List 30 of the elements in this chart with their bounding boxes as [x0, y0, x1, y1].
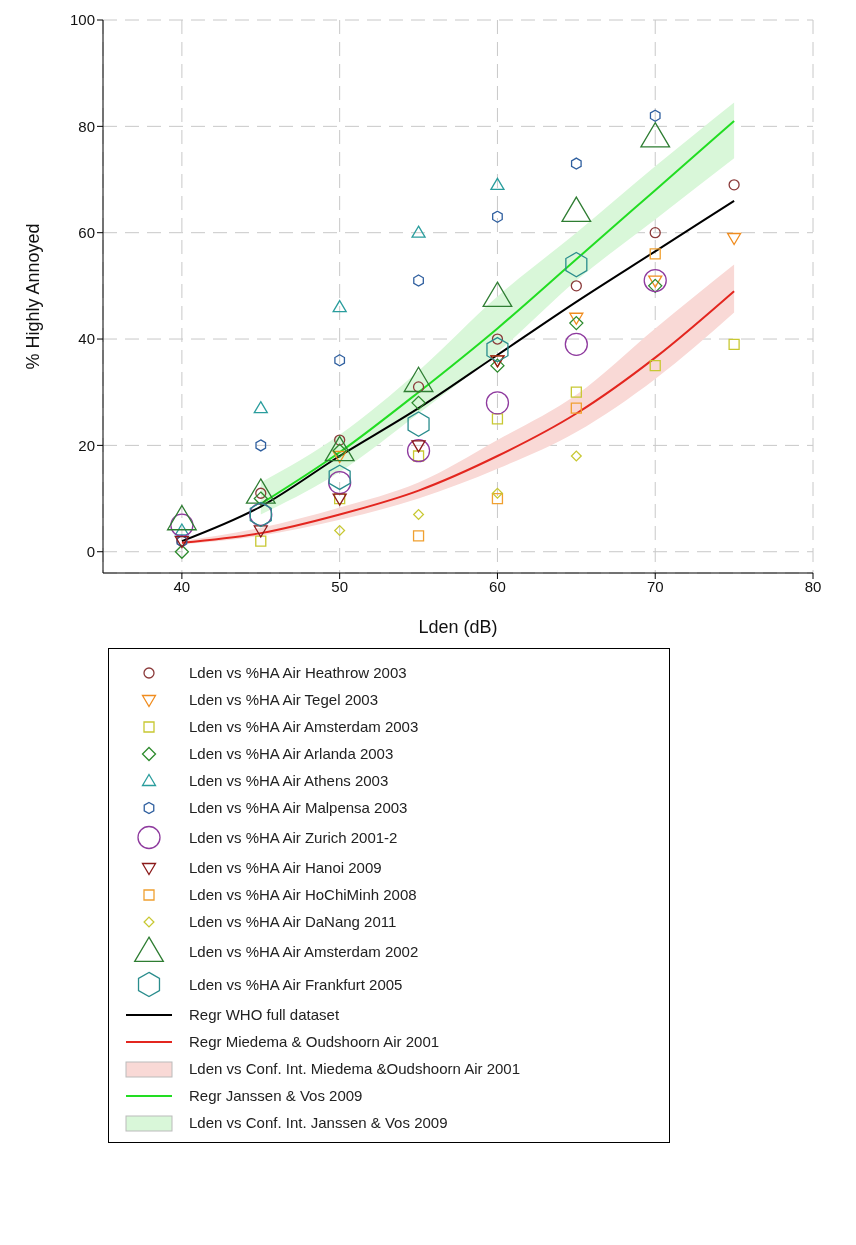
y-tick-label: 40: [78, 330, 95, 348]
legend-label: Lden vs %HA Air Amsterdam 2003: [189, 718, 419, 735]
x-axis-title: Lden (dB): [418, 617, 498, 637]
legend-label: Lden vs %HA Air Athens 2003: [189, 772, 389, 789]
legend-label: Regr Janssen & Vos 2009: [189, 1087, 363, 1104]
legend-label: Lden vs %HA Air Arlanda 2003: [189, 745, 394, 762]
legend-label: Regr Miedema & Oudshoorn Air 2001: [189, 1033, 440, 1050]
legend-label: Lden vs %HA Air Malpensa 2003: [189, 799, 408, 816]
x-tick-label: 80: [804, 577, 822, 595]
legend-label: Lden vs %HA Air DaNang 2011: [189, 913, 397, 930]
legend-label: Lden vs %HA Air Amsterdam 2002: [189, 943, 419, 960]
y-tick-label: 80: [78, 117, 95, 135]
y-tick-label: 60: [78, 224, 95, 242]
legend-label: Lden vs %HA Air Zurich 2001-2: [189, 829, 398, 846]
x-tick-label: 50: [331, 577, 349, 595]
legend-label: Lden vs %HA Air Frankfurt 2005: [189, 976, 403, 993]
y-axis-title: % Highly Annoyed: [23, 223, 44, 370]
legend-label: Lden vs %HA Air Heathrow 2003: [189, 664, 407, 681]
legend-label: Lden vs Conf. Int. Miedema &Oudshoorn Air 2001: [189, 1060, 521, 1077]
legend-label: Regr WHO full dataset: [189, 1006, 340, 1023]
x-tick-label: 60: [489, 577, 506, 595]
legend-label: Lden vs %HA Air Hanoi 2009: [189, 859, 382, 876]
y-tick-label: 20: [78, 436, 95, 454]
legend-label: Lden vs %HA Air Tegel 2003: [189, 691, 379, 708]
y-tick-label: 100: [69, 11, 95, 29]
legend-label: Lden vs Conf. Int. Janssen & Vos 2009: [189, 1114, 448, 1131]
x-tick-label: 40: [173, 577, 191, 595]
legend-label: Lden vs %HA Air HoChiMinh 2008: [189, 886, 417, 903]
y-tick-label: 0: [86, 543, 95, 561]
x-tick-label: 70: [646, 577, 664, 595]
